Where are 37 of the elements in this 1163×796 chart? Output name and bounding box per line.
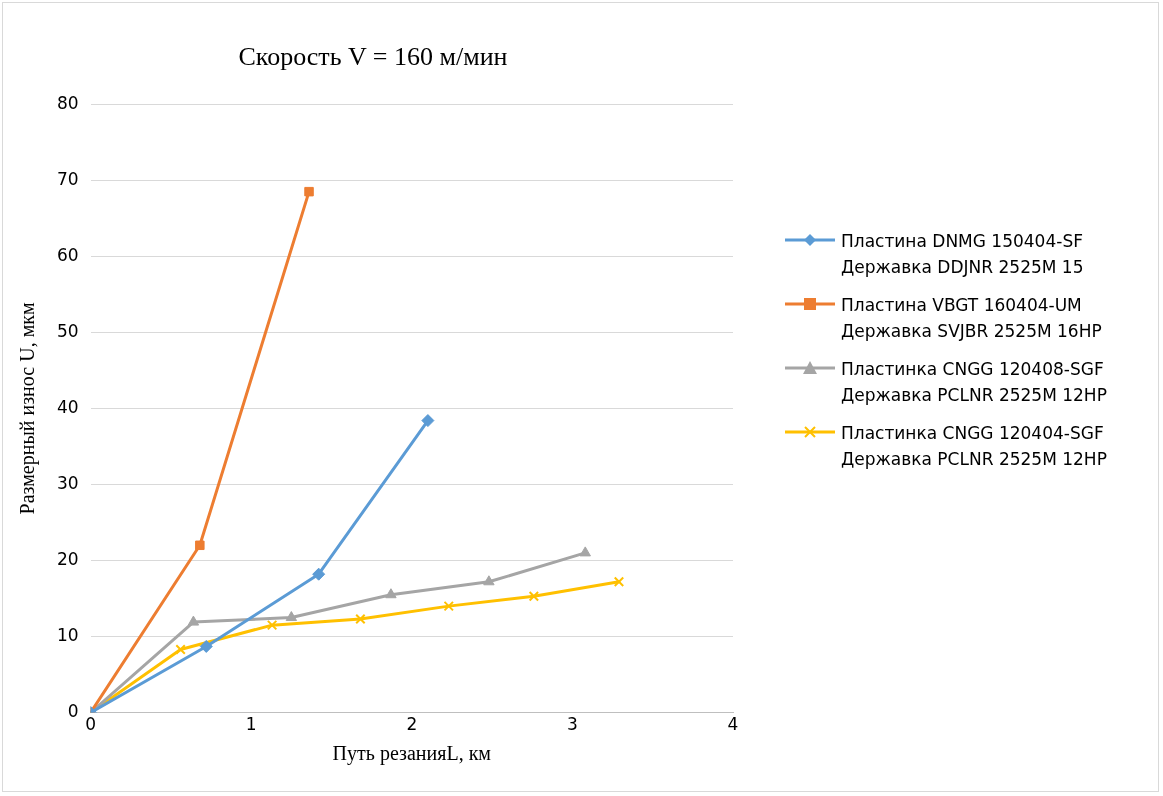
point xyxy=(443,600,454,612)
point xyxy=(266,619,278,631)
y-tick-label: 80 xyxy=(56,92,79,113)
point xyxy=(613,576,625,588)
point xyxy=(312,567,326,581)
legend-label: Пластина DNMG 150404-SF Державка DDJNR 2525M 15 xyxy=(841,231,1084,277)
x-axis-title: Путь резанияL, км xyxy=(332,742,492,766)
y-tick-label: 50 xyxy=(56,320,79,341)
chart-title: Скорость V = 160 м/мин xyxy=(238,42,508,72)
point xyxy=(195,540,205,551)
x-tick-label: 4 xyxy=(727,714,739,735)
point xyxy=(199,639,213,653)
y-tick-label: 10 xyxy=(56,624,79,645)
point xyxy=(304,186,314,197)
point xyxy=(385,588,397,599)
y-tick-label: 70 xyxy=(56,168,79,189)
legend-label: Пластина VBGT 160404-UM Державка SVJBR 2525M 16HP xyxy=(841,295,1102,341)
point xyxy=(187,615,200,626)
point xyxy=(528,591,540,602)
x-tick-label: 1 xyxy=(245,714,257,735)
y-tick-label: 40 xyxy=(56,396,79,417)
y-tick-label: 0 xyxy=(67,701,79,722)
point xyxy=(355,613,366,625)
y-tick-label: 30 xyxy=(56,472,79,493)
x-tick-label: 3 xyxy=(566,714,578,735)
y-tick-label: 60 xyxy=(56,244,79,265)
y-axis-title: Размерный износ U, мкм xyxy=(16,301,40,515)
point xyxy=(285,611,298,622)
point xyxy=(579,546,591,557)
x-tick-label: 0 xyxy=(85,714,97,735)
legend-label: Пластинка CNGG 120408-SGF Державка PCLNR 2525M 12HP xyxy=(841,359,1107,405)
legend-label: Пластинка CNGG 120404-SGF Державка PCLNR 2525M 12HP xyxy=(841,423,1107,469)
y-tick-label: 20 xyxy=(56,548,79,569)
point xyxy=(483,575,495,586)
point xyxy=(421,414,435,428)
point xyxy=(175,644,186,655)
x-tick-label: 2 xyxy=(406,714,418,735)
